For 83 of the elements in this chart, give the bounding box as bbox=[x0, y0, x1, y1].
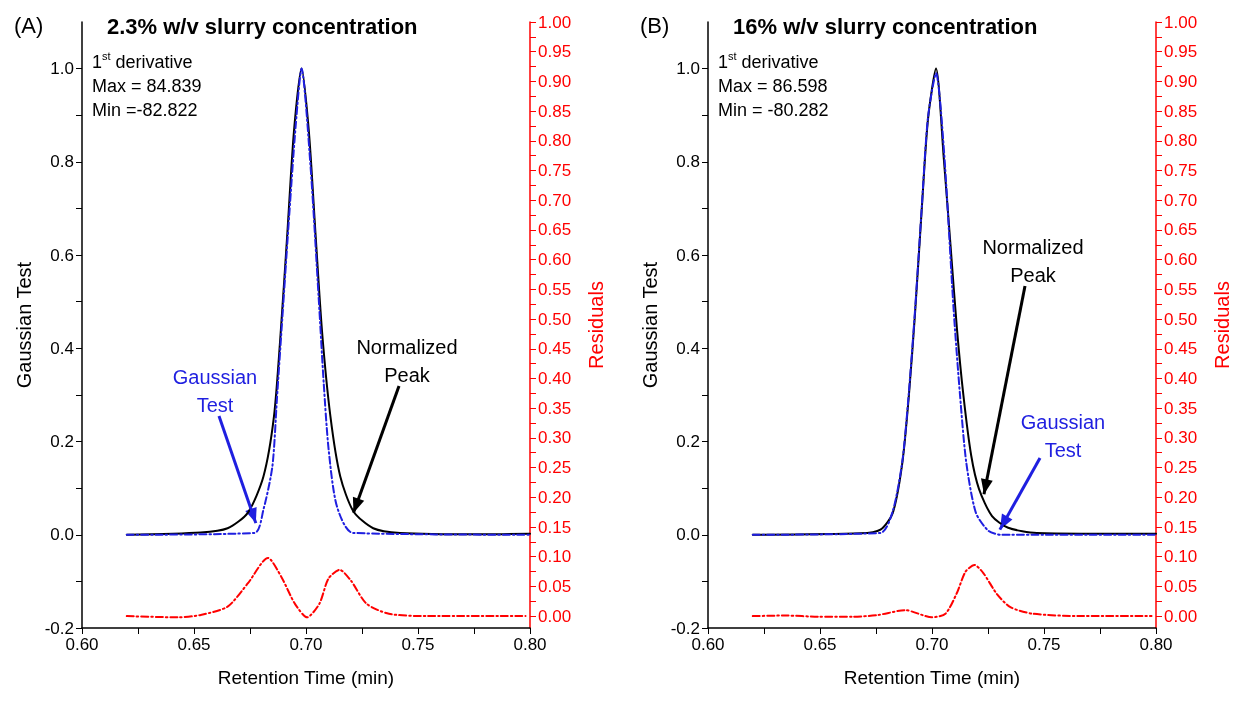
y-tick-label: 0.6 bbox=[50, 245, 74, 265]
x-axis-title: Retention Time (min) bbox=[217, 667, 395, 688]
y2-tick-label: 1.00 bbox=[1164, 12, 1198, 32]
y2-tick-label: 0.00 bbox=[538, 606, 572, 626]
y2-tick-label: 0.10 bbox=[1164, 547, 1198, 567]
y-axis-title: Gaussian Test bbox=[12, 261, 35, 389]
y-tick-label: -0.2 bbox=[670, 618, 700, 638]
y2-tick-label: 0.75 bbox=[1164, 161, 1198, 181]
y2-tick-label: 0.35 bbox=[1164, 398, 1198, 418]
y2-tick-label: 0.45 bbox=[538, 339, 572, 359]
y2-tick-label: 0.75 bbox=[538, 161, 572, 181]
y2-tick-label: 0.55 bbox=[538, 279, 572, 299]
y2-tick-label: 0.85 bbox=[538, 101, 572, 121]
y2-tick-label: 1.00 bbox=[538, 12, 572, 32]
y-tick-label: 1.0 bbox=[50, 59, 74, 79]
y2-tick-label: 0.05 bbox=[1164, 576, 1198, 596]
y2-tick-label: 0.80 bbox=[538, 131, 572, 151]
y2-tick-label: 0.40 bbox=[1164, 368, 1198, 388]
y2-tick-label: 0.65 bbox=[1164, 220, 1198, 240]
y2-tick-label: 0.90 bbox=[1164, 71, 1198, 91]
y2-tick-label: 0.20 bbox=[1164, 487, 1198, 507]
y2-tick-label: 0.00 bbox=[1164, 606, 1198, 626]
annotation: Normalized Peak bbox=[356, 336, 458, 386]
y-tick-label: 0.6 bbox=[676, 245, 700, 265]
y2-tick-label: 0.55 bbox=[1164, 279, 1198, 299]
y2-tick-label: 0.25 bbox=[538, 458, 572, 478]
line-series bbox=[125, 67, 531, 536]
y2-axis-title: Residuals bbox=[585, 281, 607, 369]
y2-tick-label: 0.10 bbox=[538, 547, 572, 567]
y2-tick-label: 0.30 bbox=[538, 428, 572, 448]
y-tick-label: 0.4 bbox=[676, 338, 700, 358]
y-tick-label: 0.2 bbox=[50, 432, 74, 452]
y2-tick-label: 0.40 bbox=[538, 368, 572, 388]
y2-tick-label: 0.35 bbox=[538, 398, 572, 418]
y-tick-label: 0.8 bbox=[676, 152, 700, 172]
y2-axis-title: Residuals bbox=[1211, 281, 1233, 369]
y-tick-label: 0.0 bbox=[50, 525, 74, 545]
y2-tick-label: 0.15 bbox=[1164, 517, 1198, 537]
y2-tick-label: 0.60 bbox=[1164, 250, 1198, 270]
y-axis-title: Gaussian Test bbox=[638, 261, 661, 389]
y-tick-label: 0.2 bbox=[676, 432, 700, 452]
x-tick-label: 0.75 bbox=[401, 635, 435, 654]
y2-tick-label: 0.25 bbox=[1164, 458, 1198, 478]
x-tick-label: 0.65 bbox=[177, 635, 211, 654]
y2-tick-label: 0.50 bbox=[538, 309, 572, 329]
text: (B) bbox=[640, 12, 670, 38]
y2-tick-label: 0.80 bbox=[1164, 131, 1198, 151]
x-tick-label: 0.70 bbox=[915, 635, 949, 654]
line-series bbox=[125, 556, 527, 619]
y2-tick-label: 0.45 bbox=[1164, 339, 1198, 359]
x-tick-label: 0.65 bbox=[803, 635, 837, 654]
y2-tick-label: 0.30 bbox=[1164, 428, 1198, 448]
line-series bbox=[751, 564, 1153, 619]
y2-tick-label: 0.60 bbox=[538, 250, 572, 270]
x-tick-label: 0.80 bbox=[1139, 635, 1173, 654]
annotation: Gaussian Test bbox=[172, 366, 258, 416]
x-tick-label: 0.60 bbox=[65, 635, 99, 654]
y2-tick-label: 0.70 bbox=[1164, 190, 1198, 210]
y-tick-label: 0.0 bbox=[676, 525, 700, 545]
annotation: Normalized Peak bbox=[982, 236, 1084, 286]
y-tick-label: -0.2 bbox=[44, 618, 74, 638]
y2-tick-label: 0.95 bbox=[1164, 42, 1198, 62]
x-tick-label: 0.60 bbox=[691, 635, 725, 654]
text: (A) bbox=[14, 12, 44, 38]
chart-title: 2.3% w/v slurry concentration bbox=[107, 13, 418, 39]
y-tick-label: 0.4 bbox=[50, 338, 74, 358]
y2-tick-label: 0.70 bbox=[538, 190, 572, 210]
y2-tick-label: 0.15 bbox=[538, 517, 572, 537]
y2-tick-label: 0.65 bbox=[538, 220, 572, 240]
y2-tick-label: 0.20 bbox=[538, 487, 572, 507]
y-tick-label: 1.0 bbox=[676, 59, 700, 79]
x-tick-label: 0.75 bbox=[1027, 635, 1061, 654]
y2-tick-label: 0.50 bbox=[1164, 309, 1198, 329]
y2-tick-label: 0.90 bbox=[538, 71, 572, 91]
y2-tick-label: 0.85 bbox=[1164, 101, 1198, 121]
annotation: Gaussian Test bbox=[1020, 411, 1106, 461]
y2-tick-label: 0.95 bbox=[538, 42, 572, 62]
y-tick-label: 0.8 bbox=[50, 152, 74, 172]
x-tick-label: 0.70 bbox=[289, 635, 323, 654]
x-tick-label: 0.80 bbox=[513, 635, 547, 654]
x-axis-title: Retention Time (min) bbox=[843, 667, 1021, 688]
chart-title: 16% w/v slurry concentration bbox=[733, 13, 1038, 39]
y2-tick-label: 0.05 bbox=[538, 576, 572, 596]
